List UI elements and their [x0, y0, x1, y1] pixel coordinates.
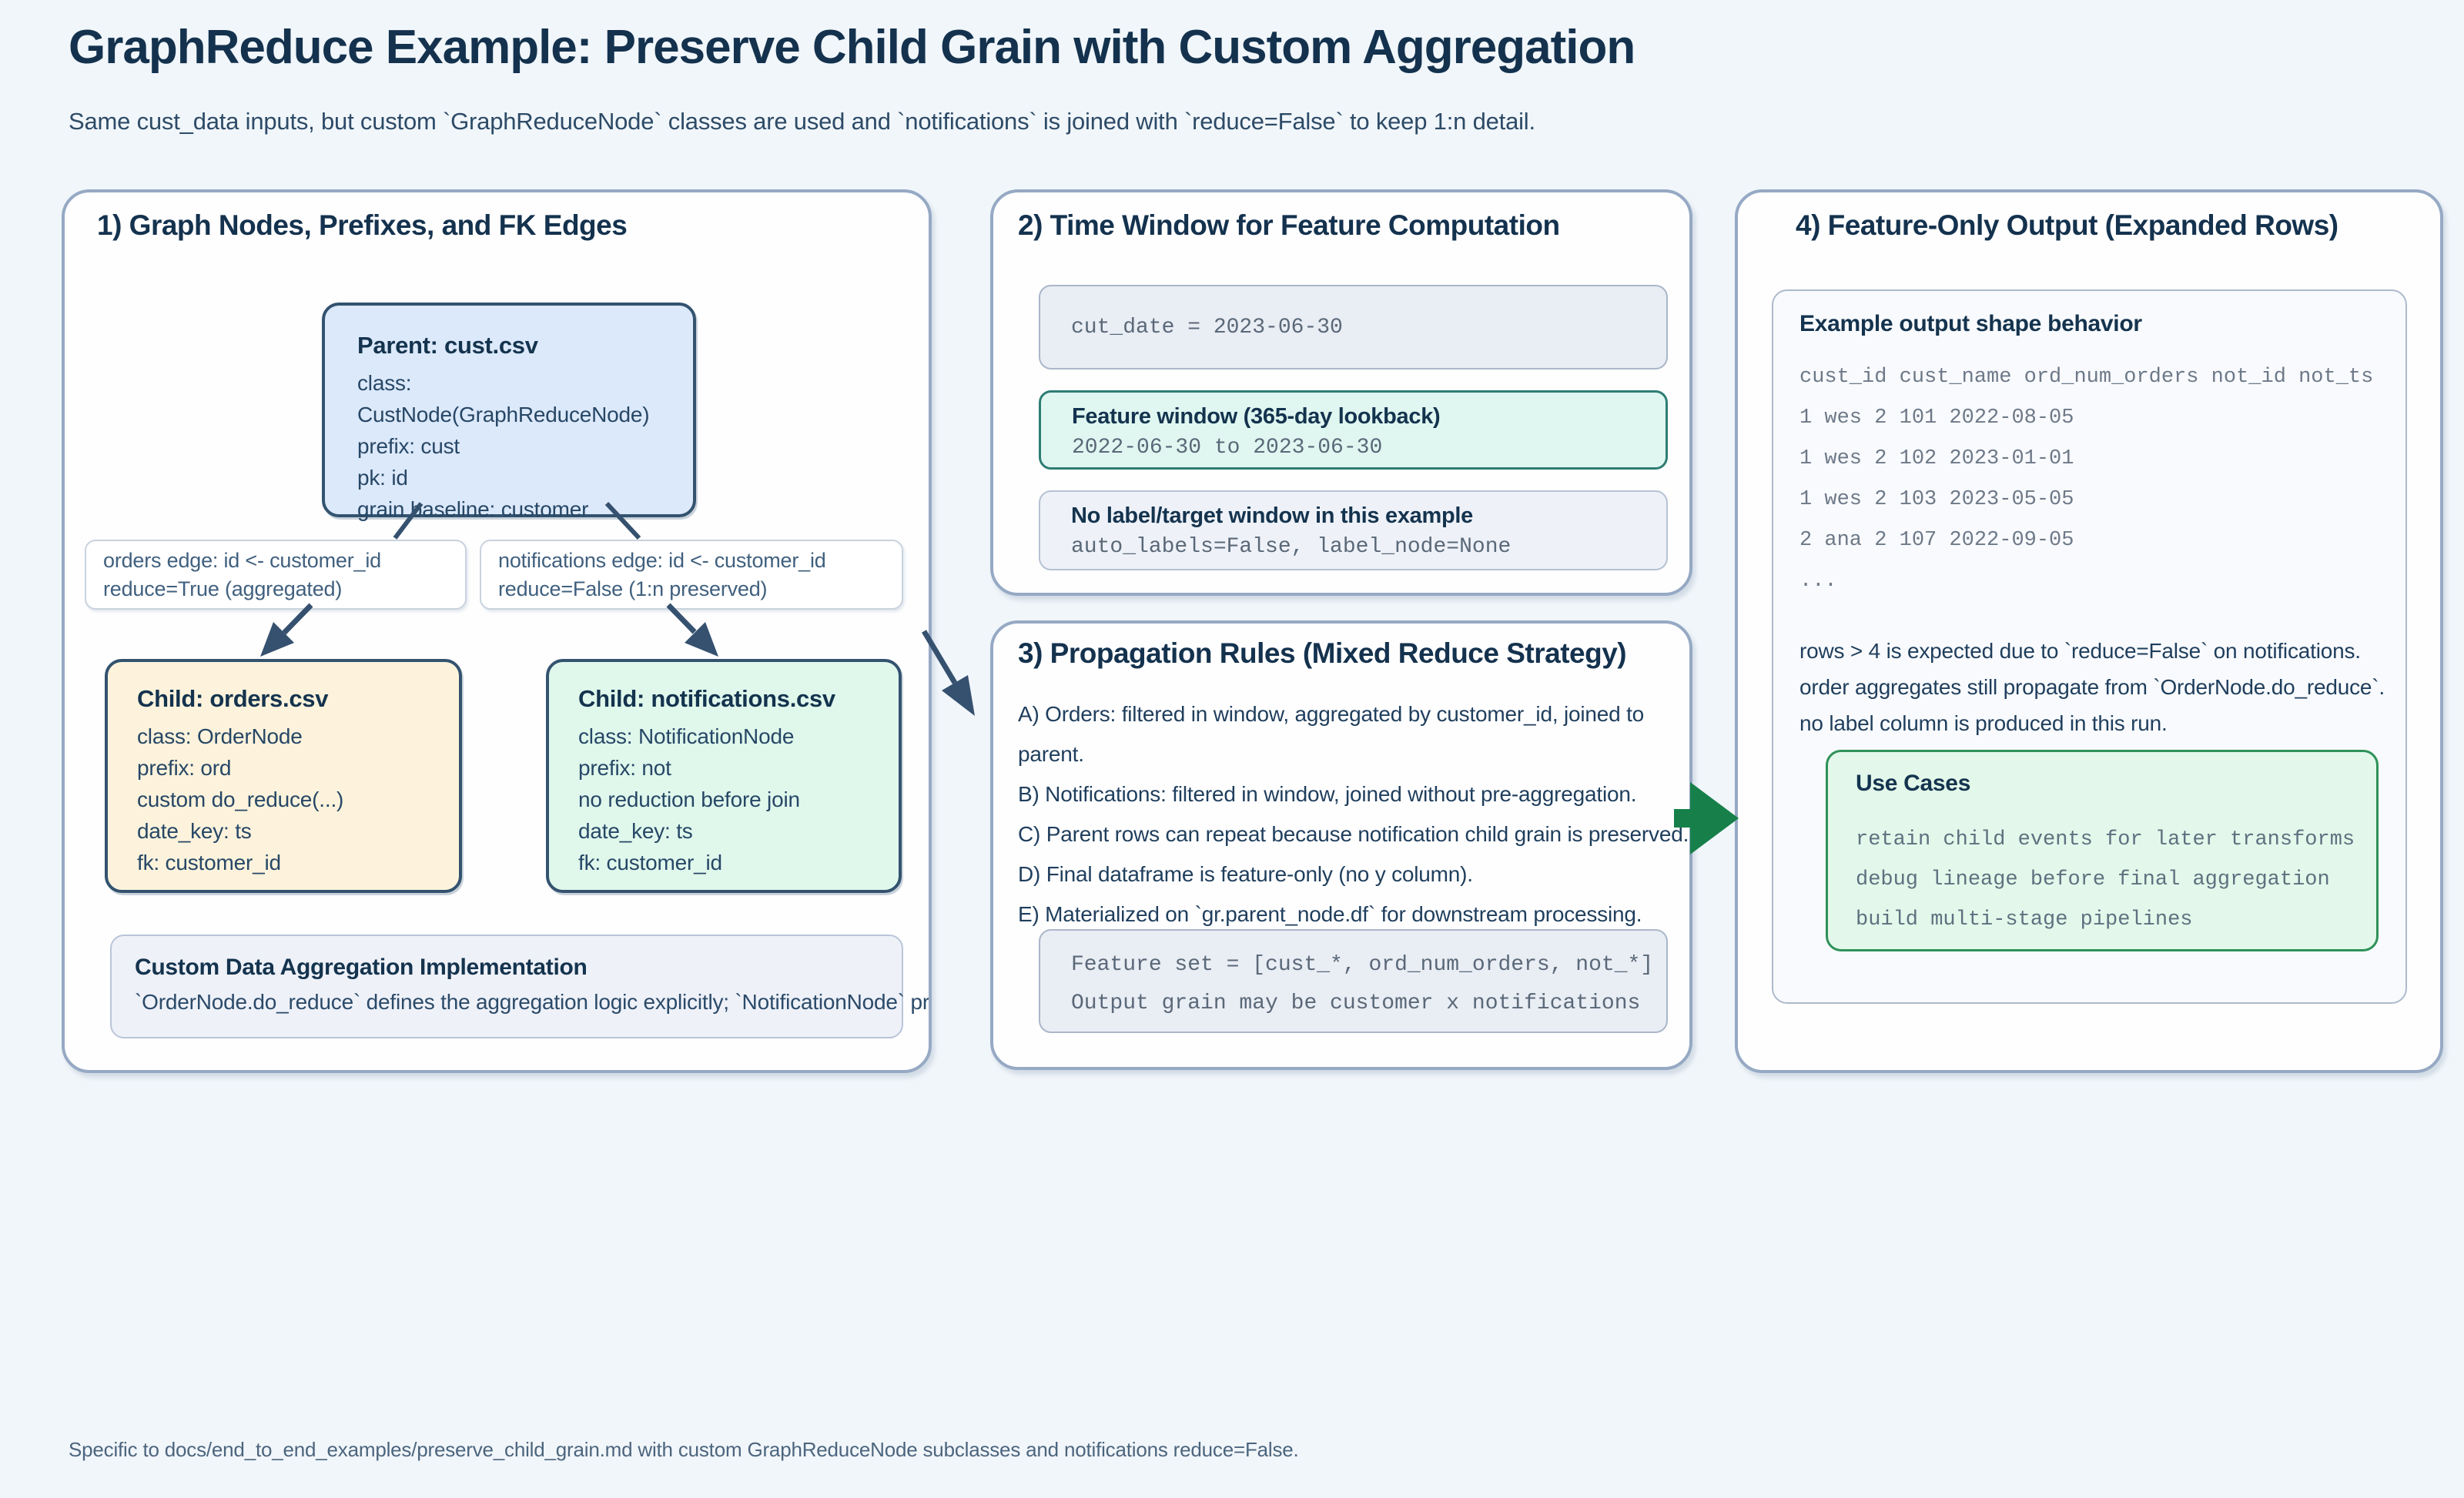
- green-arrow: [1690, 782, 1739, 854]
- feature-set-line: Output grain may be customer x notificat…: [1071, 991, 1641, 1015]
- child-orders-line: date_key: ts: [137, 819, 252, 843]
- page-subtitle: Same cust_data inputs, but custom `Graph…: [69, 108, 1535, 135]
- use-cases-title: Use Cases: [1856, 771, 1971, 796]
- edge-label-orders: orders edge: id <- customer_id reduce=Tr…: [85, 540, 467, 610]
- edge-notifications-line: notifications edge: id <- customer_id: [498, 548, 826, 572]
- child-orders-line: class: OrderNode: [137, 724, 303, 748]
- example-output-rows: cust_id cust_name ord_num_orders not_id …: [1799, 357, 2373, 602]
- panel-propagation-rules: 3) Propagation Rules (Mixed Reduce Strat…: [990, 620, 1692, 1070]
- use-cases-box: Use Cases retain child events for later …: [1826, 750, 2379, 951]
- feature-window-code: 2022-06-30 to 2023-06-30: [1072, 436, 1383, 460]
- edge-orders-line: reduce=True (aggregated): [103, 577, 343, 600]
- panel2-title: 2) Time Window for Feature Computation: [1018, 209, 1560, 241]
- parent-node-line: grain baseline: customer: [357, 497, 589, 521]
- propagation-rules-list: A) Orders: filtered in window, aggregate…: [1018, 694, 1689, 935]
- panel-feature-output: 4) Feature-Only Output (Expanded Rows) E…: [1735, 189, 2443, 1073]
- parent-node-card: Parent: cust.csv class: CustNode(GraphRe…: [322, 303, 696, 521]
- example-output-title: Example output shape behavior: [1799, 311, 2142, 336]
- feature-set-code-box: Feature set = [cust_*, ord_num_orders, n…: [1039, 929, 1668, 1033]
- use-case-item: debug lineage before final aggregation: [1856, 868, 2330, 891]
- child-notifications-line: prefix: not: [578, 756, 671, 780]
- output-row: 1 wes 2 102 2023-01-01: [1799, 447, 2074, 470]
- arrowhead-panel3: [942, 675, 975, 716]
- use-case-item: build multi-stage pipelines: [1856, 908, 2193, 931]
- cut-date-code: cut_date = 2023-06-30: [1071, 315, 1343, 339]
- parent-node-line: pk: id: [357, 466, 408, 490]
- output-row: 1 wes 2 101 2022-08-05: [1799, 406, 2074, 430]
- output-note: order aggregates still propagate from `O…: [1799, 675, 2385, 699]
- panel3-title: 3) Propagation Rules (Mixed Reduce Strat…: [1018, 637, 1627, 669]
- child-orders-line: prefix: ord: [137, 756, 232, 780]
- rule-item: D) Final dataframe is feature-only (no y…: [1018, 862, 1473, 886]
- label-window-code: auto_labels=False, label_node=None: [1071, 535, 1512, 559]
- child-notifications-line: fk: customer_id: [578, 851, 722, 874]
- panel-time-window: 2) Time Window for Feature Computation c…: [990, 189, 1692, 596]
- parent-node-line: class: CustNode(GraphReduceNode): [357, 371, 650, 426]
- parent-node-line: prefix: cust: [357, 434, 460, 458]
- child-notifications-title: Child: notifications.csv: [578, 685, 835, 712]
- child-notifications-card: Child: notifications.csv class: Notifica…: [546, 659, 902, 893]
- feature-window-box: Feature window (365-day lookback) 2022-0…: [1039, 390, 1668, 470]
- page-title: GraphReduce Example: Preserve Child Grai…: [69, 21, 1635, 74]
- child-orders-line: fk: customer_id: [137, 851, 281, 874]
- child-notifications-line: class: NotificationNode: [578, 724, 795, 748]
- example-output-notes: rows > 4 is expected due to `reduce=Fals…: [1799, 633, 2385, 741]
- use-case-item: retain child events for later transforms: [1856, 828, 2355, 851]
- child-notifications-line: date_key: ts: [578, 819, 693, 843]
- edge-orders-line: orders edge: id <- customer_id: [103, 548, 381, 572]
- child-orders-line: custom do_reduce(...): [137, 787, 344, 811]
- parent-node-title: Parent: cust.csv: [357, 332, 538, 359]
- feature-set-line: Feature set = [cust_*, ord_num_orders, n…: [1071, 953, 1654, 977]
- custom-aggregation-title: Custom Data Aggregation Implementation: [135, 955, 588, 980]
- child-notifications-line: no reduction before join: [578, 787, 800, 811]
- use-cases-list: retain child events for later transforms…: [1856, 820, 2355, 940]
- child-orders-title: Child: orders.csv: [137, 685, 329, 712]
- rule-item: B) Notifications: filtered in window, jo…: [1018, 782, 1637, 806]
- child-orders-card: Child: orders.csv class: OrderNode prefi…: [105, 659, 462, 893]
- cut-date-code-box: cut_date = 2023-06-30: [1039, 285, 1668, 369]
- output-row: 2 ana 2 107 2022-09-05: [1799, 529, 2074, 552]
- feature-window-title: Feature window (365-day lookback): [1072, 404, 1441, 429]
- output-row: cust_id cust_name ord_num_orders not_id …: [1799, 366, 2374, 389]
- rule-item: E) Materialized on `gr.parent_node.df` f…: [1018, 902, 1642, 926]
- output-note: rows > 4 is expected due to `reduce=Fals…: [1799, 639, 2361, 663]
- label-window-box: No label/target window in this example a…: [1039, 490, 1668, 570]
- edge-notifications-line: reduce=False (1:n preserved): [498, 577, 768, 600]
- label-window-title: No label/target window in this example: [1071, 503, 1473, 528]
- rule-item: C) Parent rows can repeat because notifi…: [1018, 822, 1689, 846]
- rule-item: A) Orders: filtered in window, aggregate…: [1018, 702, 1645, 766]
- edge-label-notifications: notifications edge: id <- customer_id re…: [480, 540, 903, 610]
- output-note: no label column is produced in this run.: [1799, 711, 2168, 735]
- output-row-ellipsis: ...: [1799, 570, 1837, 593]
- output-row: 1 wes 2 103 2023-05-05: [1799, 488, 2074, 511]
- page-footer: Specific to docs/end_to_end_examples/pre…: [69, 1438, 1299, 1461]
- custom-aggregation-note: Custom Data Aggregation Implementation `…: [110, 935, 930, 1038]
- panel4-title: 4) Feature-Only Output (Expanded Rows): [1796, 209, 2338, 241]
- example-output-box: Example output shape behavior cust_id cu…: [1772, 289, 2407, 1004]
- panel1-title: 1) Graph Nodes, Prefixes, and FK Edges: [97, 209, 628, 241]
- custom-aggregation-body: `OrderNode.do_reduce` defines the aggreg…: [135, 990, 930, 1014]
- panel-graph-nodes: 1) Graph Nodes, Prefixes, and FK Edges P…: [62, 189, 932, 1073]
